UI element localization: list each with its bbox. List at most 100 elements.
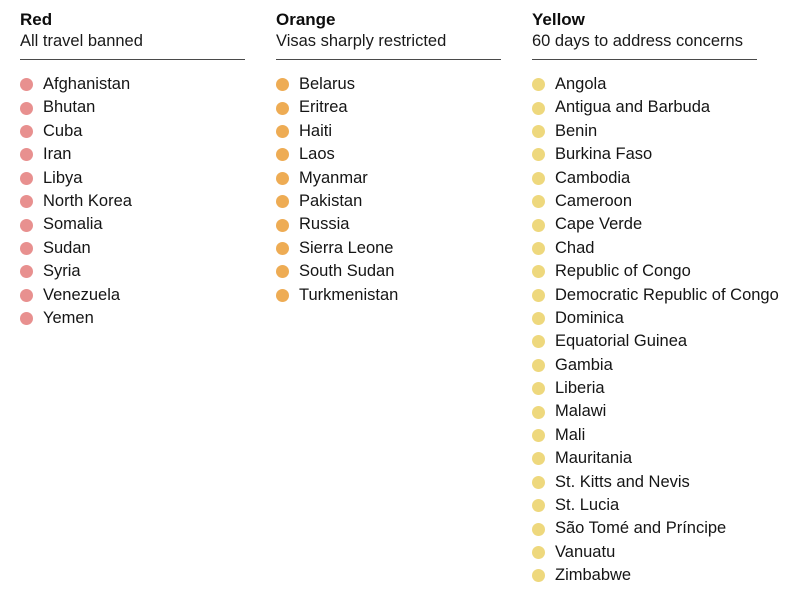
country-label: Turkmenistan [299, 285, 399, 304]
country-label: St. Kitts and Nevis [555, 472, 690, 491]
country-item: St. Lucia [532, 494, 757, 517]
status-dot-icon [20, 78, 33, 92]
status-dot-icon [532, 171, 545, 185]
country-item: Benin [532, 120, 757, 143]
country-item: Cuba [20, 120, 245, 143]
country-label: Malawi [555, 402, 607, 421]
status-column: Orange Visas sharply restricted Belarus … [276, 9, 501, 588]
country-item: Russia [276, 213, 501, 236]
status-dot-icon [276, 171, 289, 185]
country-item: South Sudan [276, 260, 501, 283]
country-label: Liberia [555, 379, 605, 398]
status-dot-icon [532, 312, 545, 326]
country-item: St. Kitts and Nevis [532, 471, 757, 494]
country-label: Mali [555, 425, 586, 444]
status-dot-icon [532, 429, 545, 443]
column-title: Yellow [532, 10, 585, 29]
status-column: Red All travel banned Afghanistan Bhutan… [20, 9, 245, 588]
country-label: Bhutan [43, 98, 96, 117]
country-label: Eritrea [299, 98, 348, 117]
country-item: Sudan [20, 237, 245, 260]
country-label: South Sudan [299, 262, 395, 281]
country-label: Antigua and Barbuda [555, 98, 711, 117]
status-dot-icon [276, 218, 289, 232]
status-dot-icon [276, 124, 289, 138]
country-item: Burkina Faso [532, 143, 757, 166]
status-dot-icon [532, 382, 545, 396]
status-dot-icon [276, 148, 289, 162]
country-label: Angola [555, 75, 607, 93]
country-label: North Korea [43, 191, 132, 210]
status-dot-icon [20, 124, 33, 138]
status-dot-icon [532, 569, 545, 583]
country-label: Yemen [43, 308, 94, 327]
country-label: Afghanistan [43, 75, 131, 93]
country-label: Cameroon [555, 191, 633, 210]
country-item: Cape Verde [532, 213, 757, 236]
country-item: Syria [20, 260, 245, 283]
country-item: Iran [20, 143, 245, 166]
country-item: Haiti [276, 120, 501, 143]
country-item: Liberia [532, 377, 757, 400]
column-divider [20, 59, 245, 60]
country-item: Sierra Leone [276, 237, 501, 260]
country-label: Syria [43, 262, 81, 281]
status-dot-icon [532, 522, 545, 536]
country-list: Afghanistan Bhutan Cuba Iran Libya North… [20, 73, 245, 330]
country-label: Laos [299, 145, 335, 164]
status-dot-icon [532, 405, 545, 419]
column-subtitle: All travel banned [20, 32, 143, 50]
status-dot-icon [532, 288, 545, 302]
country-item: Gambia [532, 354, 757, 377]
country-item: Belarus [276, 73, 501, 96]
status-dot-icon [532, 148, 545, 162]
country-item: Antigua and Barbuda [532, 96, 757, 119]
country-list: Belarus Eritrea Haiti Laos Myanmar Pakis… [276, 73, 501, 307]
status-dot-icon [276, 101, 289, 115]
column-subtitle: Visas sharply restricted [276, 32, 447, 50]
country-item: Turkmenistan [276, 284, 501, 307]
status-dot-icon [276, 265, 289, 279]
country-item: Yemen [20, 307, 245, 330]
country-label: Republic of Congo [555, 262, 691, 281]
status-dot-icon [20, 171, 33, 185]
country-label: Burkina Faso [555, 145, 653, 164]
country-label: Belarus [299, 75, 355, 93]
country-label: São Tomé and Príncipe [555, 519, 727, 538]
country-item: Bhutan [20, 96, 245, 119]
status-dot-icon [532, 218, 545, 232]
status-column: Yellow 60 days to address concerns Angol… [532, 9, 779, 588]
status-dot-icon [276, 288, 289, 302]
status-dot-icon [20, 101, 33, 115]
country-item: Laos [276, 143, 501, 166]
country-label: Somalia [43, 215, 103, 234]
country-item: Mauritania [532, 447, 757, 470]
country-label: Zimbabwe [555, 566, 632, 585]
country-label: Pakistan [299, 191, 363, 210]
country-label: Russia [299, 215, 350, 234]
status-dot-icon [276, 195, 289, 209]
status-dot-icon [532, 335, 545, 349]
country-item: Somalia [20, 213, 245, 236]
country-item: Cameroon [532, 190, 757, 213]
column-divider [532, 59, 757, 60]
country-label: Mauritania [555, 449, 633, 468]
status-dot-icon [20, 288, 33, 302]
country-item: São Tomé and Príncipe [532, 517, 757, 540]
country-label: Venezuela [43, 285, 121, 304]
country-label: Democratic Republic of Congo [555, 285, 779, 304]
status-dot-icon [20, 195, 33, 209]
status-dot-icon [20, 218, 33, 232]
country-label: Gambia [555, 355, 613, 374]
country-item: Democratic Republic of Congo [532, 284, 779, 307]
status-dot-icon [20, 312, 33, 326]
column-title: Orange [276, 10, 336, 29]
country-item: Malawi [532, 400, 757, 423]
country-label: St. Lucia [555, 496, 620, 515]
status-dot-icon [20, 241, 33, 255]
status-dot-icon [532, 101, 545, 115]
column-divider [276, 59, 501, 60]
country-item: Eritrea [276, 96, 501, 119]
country-item: Angola [532, 73, 757, 96]
column-subtitle: 60 days to address concerns [532, 32, 743, 50]
